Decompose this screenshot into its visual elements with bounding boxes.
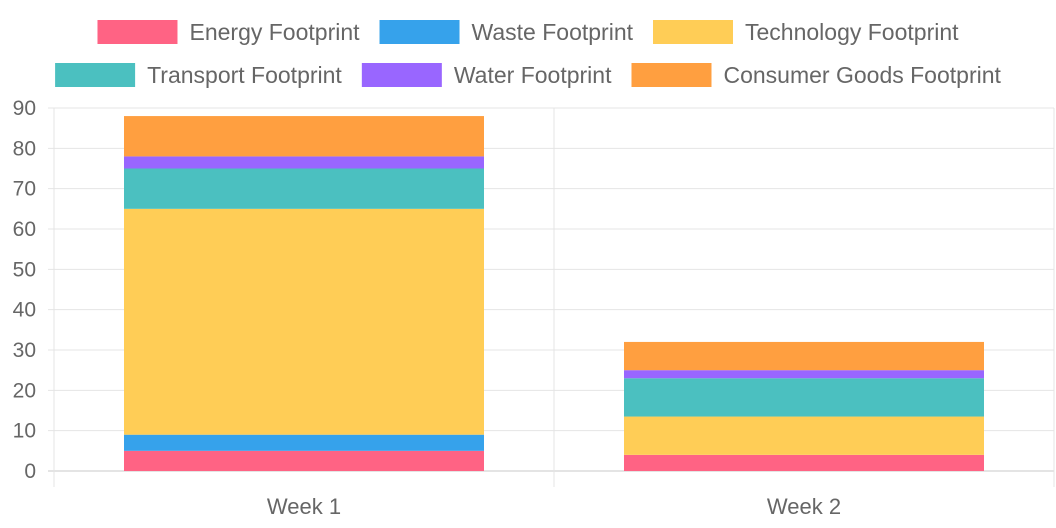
legend-label: Consumer Goods Footprint (723, 62, 1001, 88)
y-tick-label: 80 (13, 137, 36, 160)
bar-segment-water-footprint-week-1 (124, 156, 484, 169)
bar-segment-transport-footprint-week-2 (624, 378, 984, 417)
legend-item-energy-footprint[interactable]: Energy Footprint (97, 19, 360, 45)
x-axis: Week 1 Week 2 (267, 494, 841, 519)
legend-label: Waste Footprint (472, 19, 634, 45)
legend-swatch (55, 63, 136, 87)
y-tick-label: 60 (13, 218, 36, 241)
bar-segment-water-footprint-week-2 (624, 370, 984, 379)
y-tick-label: 90 (13, 97, 36, 120)
bars (124, 116, 984, 471)
x-tick-label: Week 2 (767, 494, 841, 519)
x-tick-label: Week 1 (267, 494, 341, 519)
bar-segment-technology-footprint-week-2 (624, 416, 984, 455)
y-tick-label: 40 (13, 299, 36, 322)
legend-item-waste-footprint[interactable]: Waste Footprint (379, 19, 634, 45)
legend-swatch (631, 63, 712, 87)
y-axis: 0 10 20 30 40 50 60 70 80 90 (13, 97, 36, 483)
bar-segment-waste-footprint-week-1 (124, 434, 484, 451)
legend-item-water-footprint[interactable]: Water Footprint (361, 62, 612, 88)
y-tick-label: 50 (13, 258, 36, 281)
legend: Energy Footprint Waste Footprint Technolog… (55, 19, 1002, 88)
bar-segment-consumer-goods-footprint-week-1 (124, 116, 484, 157)
legend-label: Energy Footprint (189, 19, 360, 45)
legend-item-transport-footprint[interactable]: Transport Footprint (55, 62, 342, 88)
y-tick-label: 70 (13, 178, 36, 201)
legend-label: Water Footprint (454, 62, 612, 88)
y-tick-label: 0 (24, 460, 36, 483)
bar-segment-energy-footprint-week-1 (124, 450, 484, 471)
bar-segment-consumer-goods-footprint-week-2 (624, 341, 984, 371)
legend-swatch (379, 20, 460, 44)
y-tick-label: 10 (13, 420, 36, 443)
y-tick-label: 30 (13, 339, 36, 362)
bar-segment-transport-footprint-week-1 (124, 168, 484, 209)
bar-segment-energy-footprint-week-2 (624, 454, 984, 471)
bar-segment-technology-footprint-week-1 (124, 208, 484, 435)
y-tick-label: 20 (13, 379, 36, 402)
legend-item-consumer-goods-footprint[interactable]: Consumer Goods Footprint (631, 62, 1002, 88)
legend-label: Transport Footprint (147, 62, 342, 88)
legend-swatch (361, 63, 442, 87)
legend-swatch (653, 20, 733, 44)
legend-swatch (97, 20, 178, 44)
legend-label: Technology Footprint (745, 19, 959, 45)
legend-item-technology-footprint[interactable]: Technology Footprint (653, 19, 959, 45)
